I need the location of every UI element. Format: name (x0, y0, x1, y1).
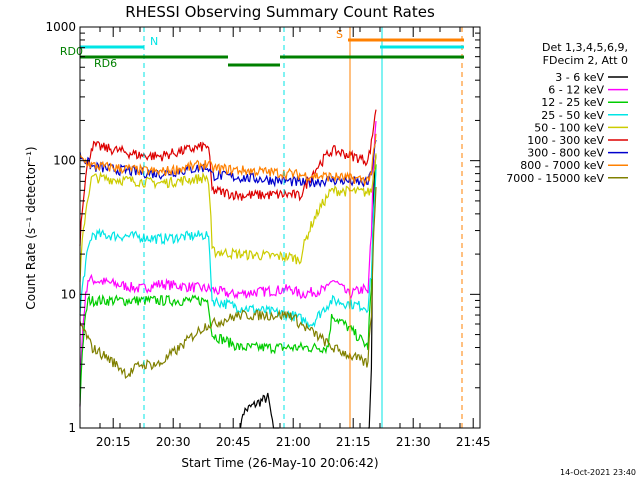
legend-label: 50 - 100 keV (534, 121, 604, 134)
legend-label: 100 - 300 keV (527, 134, 604, 147)
x-tick-label: 21:45 (456, 435, 491, 449)
legend-label: 6 - 12 keV (548, 84, 604, 97)
y-axis-label: Count Rate (s⁻¹ detector⁻¹) (24, 146, 38, 309)
footer-date: 14-Oct-2021 23:40 (560, 468, 636, 477)
legend-label: 12 - 25 keV (541, 96, 604, 109)
plot-area: N S RD0 RD6 (60, 27, 464, 429)
flag-label-n: N (150, 35, 158, 48)
x-tick-label: 20:15 (96, 435, 131, 449)
series-line-100-300-kev (79, 109, 377, 246)
x-tick-label: 21:15 (336, 435, 371, 449)
flag-label-rd0: RD0 (60, 45, 83, 58)
x-tick-label: 20:30 (156, 435, 191, 449)
legend-label: 800 - 7000 keV (520, 159, 604, 172)
series-line-50-100-kev (79, 153, 377, 282)
y-axis: 1 10 100 1000 (45, 20, 480, 435)
series-line-25-50-kev (79, 169, 377, 329)
legend: Det 1,3,4,5,6,9, FDecim 2, Att 0 3 - 6 k… (506, 41, 628, 185)
x-tick-label: 21:00 (276, 435, 311, 449)
legend-label: 300 - 800 keV (527, 147, 604, 160)
x-axis-label: Start Time (26-May-10 20:06:42) (181, 456, 378, 470)
flag-label-s: S (336, 28, 343, 41)
y-tick-label: 100 (53, 154, 76, 168)
series-line-7000-15000-kev (79, 186, 377, 380)
y-tick-label: 1000 (45, 20, 76, 34)
legend-label: 7000 - 15000 keV (506, 172, 604, 185)
x-tick-label: 21:30 (396, 435, 431, 449)
y-tick-label: 10 (61, 287, 76, 301)
x-tick-label: 20:45 (216, 435, 251, 449)
flag-label-rd6: RD6 (94, 57, 117, 70)
chart-title: RHESSI Observing Summary Count Rates (125, 3, 435, 21)
series-line-12-25-kev (79, 164, 377, 406)
y-tick-label: 1 (68, 421, 76, 435)
series-line-300-800-kev (79, 139, 377, 188)
series-line-6-12-kev (79, 121, 377, 407)
legend-header-line-1: Det 1,3,4,5,6,9, (542, 41, 628, 54)
x-axis: 20:15 20:30 20:45 21:00 21:15 21:30 21:45 (79, 27, 491, 449)
legend-label: 3 - 6 keV (555, 71, 604, 84)
legend-header-line-2: FDecim 2, Att 0 (543, 54, 628, 67)
legend-label: 25 - 50 keV (541, 109, 604, 122)
series-line-800-7000-kev (79, 133, 377, 187)
